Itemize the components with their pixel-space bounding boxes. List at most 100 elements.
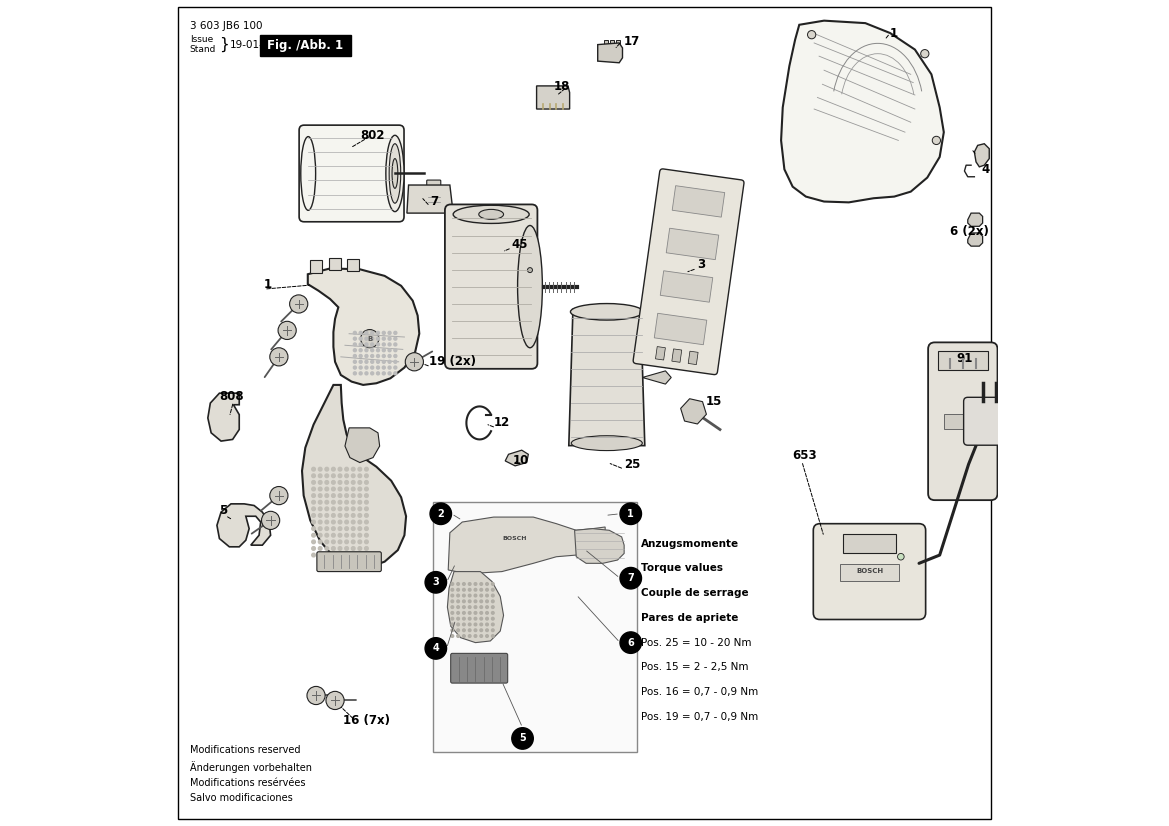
- Circle shape: [491, 605, 494, 609]
- FancyBboxPatch shape: [843, 534, 895, 553]
- Text: Pos. 25 = 10 - 20 Nm: Pos. 25 = 10 - 20 Nm: [641, 638, 752, 648]
- Circle shape: [359, 331, 362, 335]
- Circle shape: [358, 514, 361, 517]
- Circle shape: [491, 594, 494, 597]
- Circle shape: [394, 337, 396, 340]
- Circle shape: [290, 295, 307, 313]
- Circle shape: [382, 366, 386, 369]
- Circle shape: [312, 494, 316, 497]
- Circle shape: [325, 520, 328, 524]
- FancyBboxPatch shape: [938, 350, 988, 370]
- Circle shape: [457, 611, 459, 615]
- Circle shape: [475, 605, 477, 609]
- Text: 10: 10: [513, 453, 528, 467]
- Circle shape: [469, 623, 471, 626]
- Circle shape: [353, 331, 357, 335]
- Circle shape: [338, 547, 341, 550]
- Circle shape: [338, 474, 341, 477]
- Text: 802: 802: [360, 129, 385, 142]
- Circle shape: [376, 354, 380, 358]
- Circle shape: [325, 501, 328, 504]
- Circle shape: [512, 728, 533, 749]
- Text: Pos. 15 = 2 - 2,5 Nm: Pos. 15 = 2 - 2,5 Nm: [641, 662, 748, 672]
- Circle shape: [406, 353, 423, 371]
- Text: 19-01-23: 19-01-23: [229, 40, 276, 50]
- Circle shape: [352, 547, 355, 550]
- Circle shape: [318, 494, 321, 497]
- Text: 6 (2x): 6 (2x): [950, 225, 989, 238]
- Circle shape: [491, 582, 494, 586]
- Circle shape: [353, 360, 357, 363]
- Circle shape: [463, 605, 465, 609]
- Circle shape: [480, 605, 483, 609]
- Circle shape: [480, 623, 483, 626]
- Text: Stand: Stand: [189, 45, 216, 54]
- Circle shape: [332, 534, 336, 537]
- Circle shape: [332, 481, 336, 484]
- Circle shape: [358, 534, 361, 537]
- Text: 653: 653: [793, 449, 817, 463]
- Circle shape: [312, 520, 316, 524]
- Circle shape: [338, 487, 341, 491]
- Circle shape: [388, 360, 392, 363]
- Circle shape: [325, 494, 328, 497]
- Circle shape: [394, 343, 396, 346]
- Circle shape: [318, 481, 321, 484]
- FancyBboxPatch shape: [451, 653, 507, 683]
- Circle shape: [371, 337, 374, 340]
- Circle shape: [485, 588, 489, 591]
- Polygon shape: [569, 309, 645, 446]
- Polygon shape: [642, 371, 671, 384]
- Circle shape: [480, 600, 483, 603]
- FancyBboxPatch shape: [655, 313, 707, 344]
- Circle shape: [365, 501, 368, 504]
- Text: 808: 808: [220, 390, 244, 403]
- FancyBboxPatch shape: [963, 397, 1015, 445]
- Circle shape: [463, 594, 465, 597]
- Polygon shape: [575, 529, 624, 563]
- Circle shape: [358, 540, 361, 544]
- Circle shape: [491, 629, 494, 632]
- Circle shape: [382, 372, 386, 375]
- FancyBboxPatch shape: [634, 169, 743, 375]
- Circle shape: [325, 514, 328, 517]
- Circle shape: [475, 594, 477, 597]
- Text: Issue: Issue: [189, 36, 213, 44]
- Circle shape: [480, 634, 483, 638]
- Circle shape: [318, 507, 321, 510]
- Circle shape: [394, 354, 396, 358]
- Circle shape: [338, 507, 341, 510]
- Circle shape: [312, 487, 316, 491]
- Circle shape: [365, 553, 368, 557]
- Circle shape: [318, 468, 321, 471]
- Circle shape: [394, 372, 396, 375]
- Circle shape: [485, 634, 489, 638]
- Circle shape: [388, 366, 392, 369]
- Text: 1: 1: [890, 26, 898, 40]
- Circle shape: [480, 617, 483, 620]
- Circle shape: [365, 520, 368, 524]
- Circle shape: [352, 514, 355, 517]
- Circle shape: [332, 468, 336, 471]
- Polygon shape: [347, 259, 359, 271]
- Circle shape: [325, 487, 328, 491]
- Circle shape: [352, 534, 355, 537]
- Circle shape: [332, 514, 336, 517]
- Polygon shape: [310, 260, 321, 273]
- Text: Pos. 16 = 0,7 - 0,9 Nm: Pos. 16 = 0,7 - 0,9 Nm: [641, 687, 758, 697]
- Circle shape: [365, 354, 368, 358]
- Circle shape: [359, 366, 362, 369]
- FancyBboxPatch shape: [427, 180, 441, 188]
- Circle shape: [485, 623, 489, 626]
- Circle shape: [358, 468, 361, 471]
- Circle shape: [365, 487, 368, 491]
- Text: Pos. 19 = 0,7 - 0,9 Nm: Pos. 19 = 0,7 - 0,9 Nm: [641, 712, 758, 722]
- Circle shape: [365, 343, 368, 346]
- Circle shape: [345, 501, 348, 504]
- Text: Fig. /Abb. 1: Fig. /Abb. 1: [268, 39, 344, 52]
- Circle shape: [485, 605, 489, 609]
- Circle shape: [491, 623, 494, 626]
- Text: 25: 25: [624, 458, 641, 471]
- Circle shape: [451, 623, 454, 626]
- Circle shape: [491, 611, 494, 615]
